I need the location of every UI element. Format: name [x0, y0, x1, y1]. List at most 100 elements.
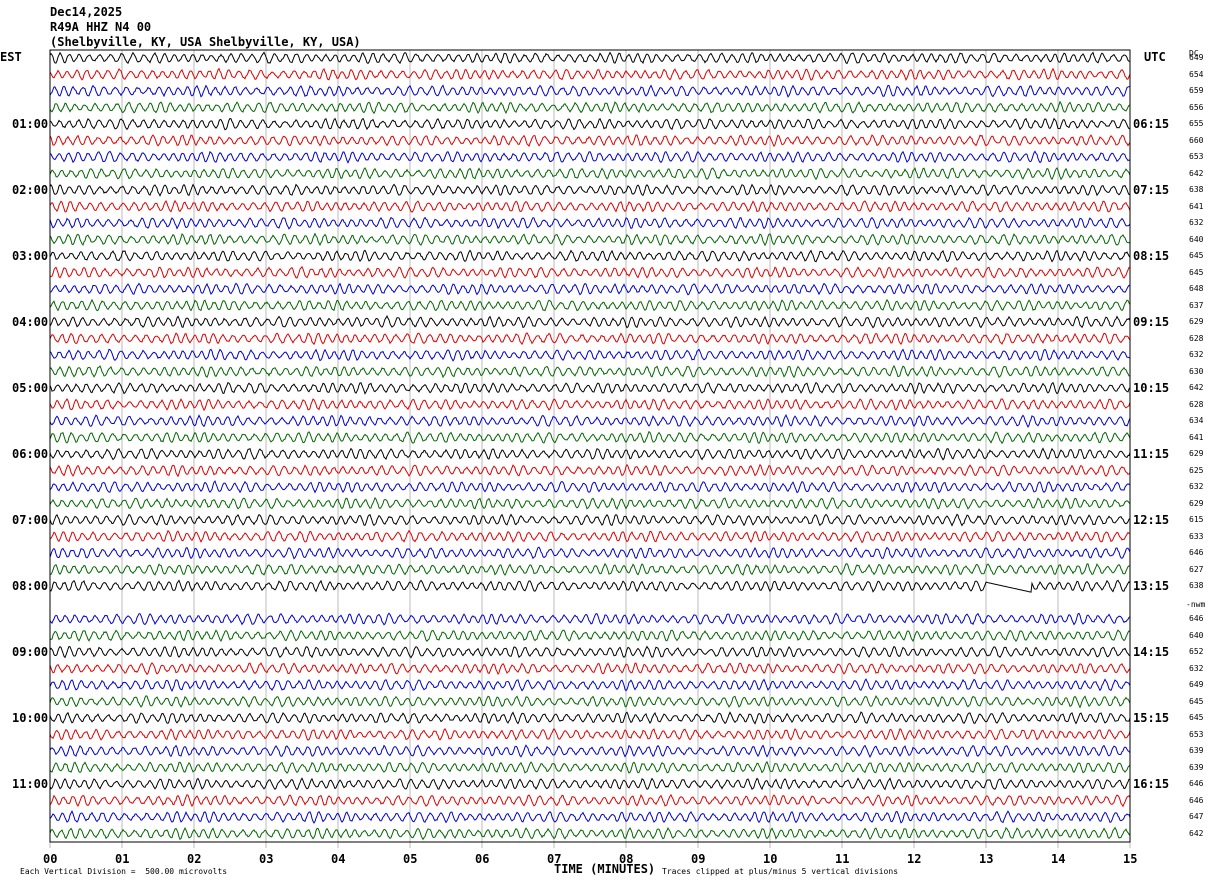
- x-tick-label: 09: [691, 852, 706, 866]
- dc-offset-label: 648: [1189, 284, 1204, 293]
- seismic-trace-row: [49, 51, 1131, 65]
- x-tick-label: 01: [115, 852, 130, 866]
- seismic-trace-row: [49, 232, 1131, 247]
- seismic-trace-row: [49, 117, 1130, 131]
- right-timezone-label: UTC: [1144, 50, 1166, 64]
- left-hour-label: 02:00: [12, 183, 49, 197]
- seismic-trace-row: [49, 678, 1131, 693]
- dc-offset-label: 628: [1189, 399, 1204, 409]
- seismic-trace-row: [49, 100, 1131, 115]
- seismic-trace-row: [49, 727, 1131, 741]
- left-hour-label: 04:00: [12, 315, 49, 329]
- seismic-trace-row: [49, 67, 1131, 81]
- right-hour-label: 14:15: [1133, 645, 1170, 659]
- seismic-trace-row: [49, 447, 1131, 461]
- dc-offset-label: 634: [1189, 416, 1204, 425]
- dc-offset-label: 639: [1189, 762, 1204, 772]
- left-hour-label: 03:00: [12, 249, 49, 263]
- dc-offset-label: 632: [1189, 482, 1204, 491]
- dc-offset-label: 646: [1189, 548, 1204, 557]
- dc-offset-label: 646: [1189, 795, 1204, 805]
- right-hour-label: 15:15: [1133, 711, 1170, 725]
- seismic-trace-row: [49, 529, 1131, 544]
- x-tick-label: 11: [835, 852, 850, 866]
- seismic-trace-row: [49, 199, 1131, 213]
- dc-offset-label: 630: [1189, 366, 1204, 376]
- left-hour-label: 07:00: [12, 513, 49, 527]
- seismic-trace-row: [49, 348, 1131, 362]
- dc-offset-label: 655: [1189, 119, 1204, 128]
- seismic-trace-row: [49, 496, 1131, 510]
- right-hour-label: 09:15: [1133, 315, 1170, 329]
- seismic-trace-row: [49, 167, 1131, 181]
- dc-offset-label: 638: [1189, 185, 1204, 194]
- seismic-trace-row: [49, 364, 1131, 379]
- seismic-trace-row: [49, 249, 1131, 263]
- dc-offset-label: 632: [1189, 218, 1204, 227]
- dc-offset-label: 629: [1189, 317, 1204, 326]
- seismic-trace-row: [49, 562, 1131, 576]
- seismic-trace-row: [49, 150, 1131, 164]
- dc-offset-label: 645: [1189, 713, 1204, 722]
- dc-offset-label: 641: [1189, 201, 1204, 211]
- dc-offset-label: 629: [1189, 498, 1204, 508]
- seismic-trace-row: [49, 777, 1131, 791]
- seismic-trace-row: [49, 645, 1131, 659]
- left-hour-label: 01:00: [12, 117, 49, 131]
- seismic-trace-row: [49, 430, 1131, 445]
- seismic-trace-row: [49, 398, 1131, 412]
- dc-offset-label: 628: [1189, 333, 1204, 343]
- dc-offset-label: 639: [1189, 746, 1204, 755]
- seismic-trace-row: [49, 810, 1131, 824]
- clip-note: Traces clipped at plus/minus 5 vertical …: [662, 867, 899, 876]
- seismic-trace-row: [49, 413, 1131, 428]
- left-hour-label: 08:00: [12, 579, 49, 593]
- header-date: Dec14,2025: [50, 5, 123, 19]
- dc-offset-label: 640: [1189, 234, 1204, 244]
- dc-offset-label: 615: [1189, 515, 1204, 524]
- x-tick-label: 04: [331, 852, 346, 866]
- left-hour-label: 11:00: [12, 777, 49, 791]
- dc-offset-label: 647: [1189, 812, 1204, 821]
- seismic-trace-row: [49, 760, 1131, 774]
- dc-offset-label: 642: [1189, 168, 1204, 178]
- dc-offset-label: 654: [1189, 69, 1204, 79]
- left-hour-label: 05:00: [12, 381, 49, 395]
- right-hour-label: 08:15: [1133, 249, 1170, 263]
- seismic-trace-row: [49, 381, 1131, 395]
- dc-offset-label: 649: [1189, 53, 1204, 62]
- seismic-trace-row: [49, 629, 1131, 643]
- seismic-trace-row: [49, 480, 1131, 494]
- x-tick-label: 05: [403, 852, 418, 866]
- dc-offset-label: 645: [1189, 251, 1204, 260]
- x-tick-label: 15: [1123, 852, 1138, 866]
- right-hour-label: 06:15: [1133, 117, 1170, 131]
- header-station: R49A HHZ N4 00: [50, 20, 152, 34]
- right-hour-label: 13:15: [1133, 579, 1170, 593]
- seismic-trace-row: [49, 826, 1131, 841]
- right-hour-label: 16:15: [1133, 777, 1170, 791]
- seismic-trace-row: [49, 513, 1131, 527]
- dc-offset-label: 646: [1189, 614, 1204, 623]
- dc-offset-label: 645: [1189, 696, 1204, 706]
- dc-offset-label: 660: [1189, 135, 1204, 145]
- seismic-trace-row: [49, 332, 1131, 346]
- seismic-trace-row: [49, 134, 1131, 148]
- dc-offset-label: 632: [1189, 663, 1204, 673]
- dc-offset-label: 645: [1189, 267, 1204, 277]
- seismic-trace-row: [49, 711, 1131, 725]
- right-hour-label: 10:15: [1133, 381, 1170, 395]
- right-hour-label: 11:15: [1133, 447, 1170, 461]
- dc-offset-label: 633: [1189, 531, 1204, 541]
- dc-offset-label: 649: [1189, 680, 1204, 689]
- x-tick-label: 02: [187, 852, 202, 866]
- dc-offset-label: 646: [1189, 779, 1204, 788]
- left-timezone-label: EST: [0, 50, 22, 64]
- seismic-trace-row: [49, 84, 1131, 98]
- seismic-trace-row: [49, 463, 1131, 478]
- dc-offset-label: 652: [1189, 647, 1204, 656]
- x-tick-label: 10: [763, 852, 778, 866]
- seismic-trace-row: [49, 744, 1131, 759]
- x-tick-label: 07: [547, 852, 562, 866]
- seismic-trace-row: [49, 183, 1131, 197]
